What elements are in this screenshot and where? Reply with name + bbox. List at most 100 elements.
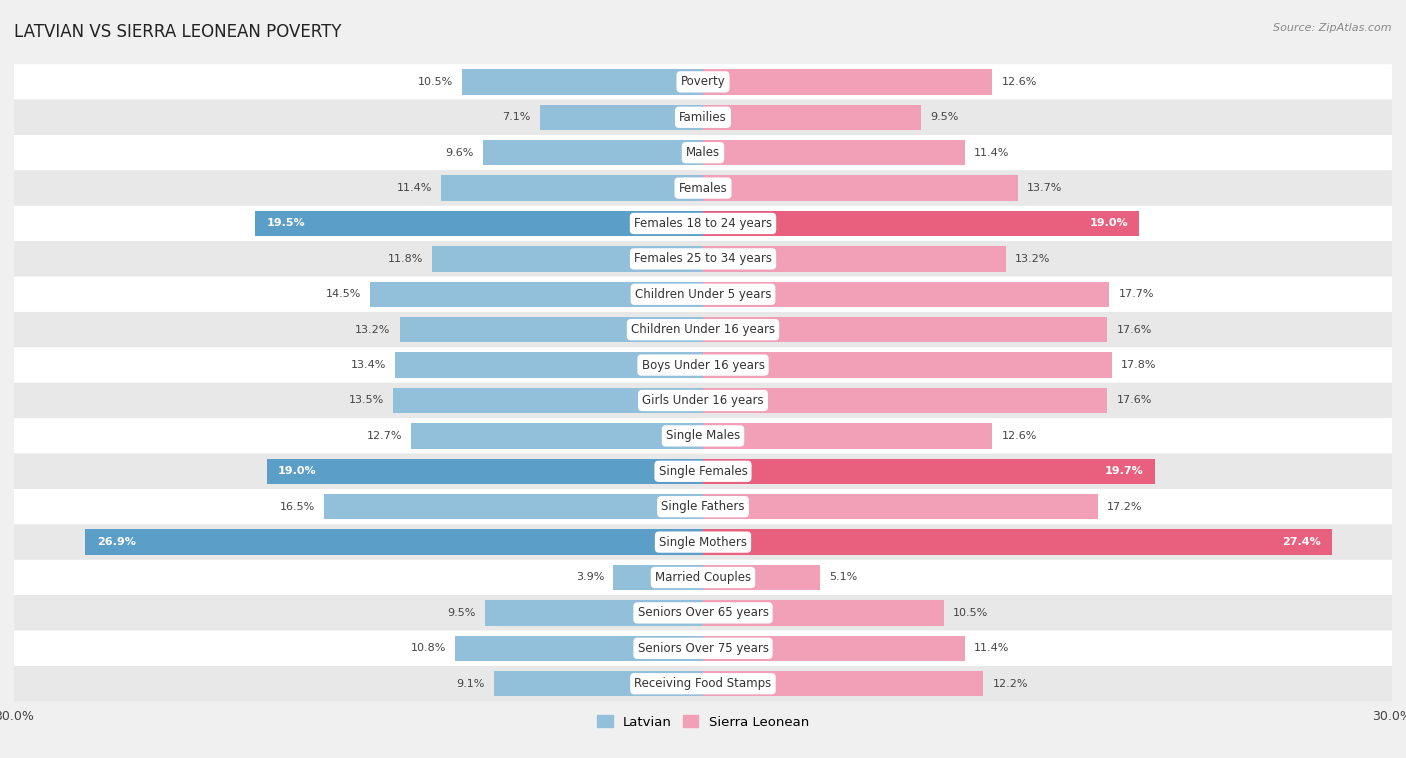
FancyBboxPatch shape	[14, 489, 1392, 525]
Text: 19.7%: 19.7%	[1105, 466, 1144, 476]
FancyBboxPatch shape	[14, 666, 1392, 701]
Text: Children Under 5 years: Children Under 5 years	[634, 288, 772, 301]
Bar	[703, 494, 1098, 519]
Text: 12.6%: 12.6%	[1001, 77, 1036, 87]
Bar	[399, 317, 703, 343]
Text: 11.4%: 11.4%	[396, 183, 432, 193]
Text: Receiving Food Stamps: Receiving Food Stamps	[634, 677, 772, 691]
Bar	[86, 529, 703, 555]
Text: 11.4%: 11.4%	[974, 148, 1010, 158]
Text: Seniors Over 65 years: Seniors Over 65 years	[637, 606, 769, 619]
Bar	[703, 69, 993, 95]
Bar	[540, 105, 703, 130]
FancyBboxPatch shape	[14, 631, 1392, 666]
Bar	[485, 600, 703, 625]
Text: 17.2%: 17.2%	[1107, 502, 1143, 512]
FancyBboxPatch shape	[14, 418, 1392, 453]
Bar	[432, 246, 703, 271]
Text: 5.1%: 5.1%	[830, 572, 858, 582]
Text: 13.7%: 13.7%	[1026, 183, 1062, 193]
Text: 9.1%: 9.1%	[457, 678, 485, 689]
Text: 13.2%: 13.2%	[1015, 254, 1050, 264]
Bar	[703, 671, 983, 697]
Bar	[703, 388, 1107, 413]
Bar	[412, 423, 703, 449]
Text: 11.8%: 11.8%	[388, 254, 423, 264]
Text: 9.5%: 9.5%	[931, 112, 959, 122]
Text: Source: ZipAtlas.com: Source: ZipAtlas.com	[1274, 23, 1392, 33]
Bar	[703, 175, 1018, 201]
Bar	[703, 281, 1109, 307]
Text: 17.6%: 17.6%	[1116, 396, 1152, 406]
Text: Single Mothers: Single Mothers	[659, 536, 747, 549]
FancyBboxPatch shape	[14, 135, 1392, 171]
Bar	[267, 459, 703, 484]
Text: 12.2%: 12.2%	[993, 678, 1028, 689]
Bar	[256, 211, 703, 236]
Text: Seniors Over 75 years: Seniors Over 75 years	[637, 642, 769, 655]
Text: Children Under 16 years: Children Under 16 years	[631, 323, 775, 337]
Bar	[392, 388, 703, 413]
Text: 10.5%: 10.5%	[418, 77, 453, 87]
FancyBboxPatch shape	[14, 453, 1392, 489]
Bar	[482, 140, 703, 165]
Text: Girls Under 16 years: Girls Under 16 years	[643, 394, 763, 407]
Text: Married Couples: Married Couples	[655, 571, 751, 584]
FancyBboxPatch shape	[14, 560, 1392, 595]
Text: Females 25 to 34 years: Females 25 to 34 years	[634, 252, 772, 265]
Text: 17.7%: 17.7%	[1119, 290, 1154, 299]
Text: 12.6%: 12.6%	[1001, 431, 1036, 441]
Text: 19.0%: 19.0%	[278, 466, 316, 476]
Bar	[456, 635, 703, 661]
Text: Females 18 to 24 years: Females 18 to 24 years	[634, 217, 772, 230]
Text: 9.5%: 9.5%	[447, 608, 475, 618]
FancyBboxPatch shape	[14, 241, 1392, 277]
Text: 10.8%: 10.8%	[411, 644, 446, 653]
Text: 16.5%: 16.5%	[280, 502, 315, 512]
Text: 17.6%: 17.6%	[1116, 324, 1152, 335]
FancyBboxPatch shape	[14, 171, 1392, 205]
Bar	[494, 671, 703, 697]
Bar	[703, 529, 1333, 555]
FancyBboxPatch shape	[14, 347, 1392, 383]
Bar	[703, 211, 1139, 236]
Bar	[703, 105, 921, 130]
Text: 13.4%: 13.4%	[350, 360, 387, 370]
Text: 3.9%: 3.9%	[576, 572, 605, 582]
Text: Single Females: Single Females	[658, 465, 748, 478]
Text: 7.1%: 7.1%	[502, 112, 531, 122]
Legend: Latvian, Sierra Leonean: Latvian, Sierra Leonean	[592, 709, 814, 734]
Text: 10.5%: 10.5%	[953, 608, 988, 618]
Text: Poverty: Poverty	[681, 75, 725, 89]
Text: 13.2%: 13.2%	[356, 324, 391, 335]
Bar	[703, 352, 1112, 377]
Text: Single Males: Single Males	[666, 429, 740, 443]
Bar	[703, 459, 1156, 484]
Bar	[370, 281, 703, 307]
Bar	[703, 600, 945, 625]
Bar	[703, 635, 965, 661]
Text: 19.5%: 19.5%	[267, 218, 305, 228]
Bar	[703, 246, 1007, 271]
FancyBboxPatch shape	[14, 383, 1392, 418]
FancyBboxPatch shape	[14, 595, 1392, 631]
Text: Males: Males	[686, 146, 720, 159]
Bar	[461, 69, 703, 95]
Bar	[323, 494, 703, 519]
Bar	[613, 565, 703, 590]
Text: 26.9%: 26.9%	[97, 537, 135, 547]
Text: 17.8%: 17.8%	[1121, 360, 1157, 370]
Text: 12.7%: 12.7%	[367, 431, 402, 441]
Text: Females: Females	[679, 182, 727, 195]
Bar	[703, 140, 965, 165]
Text: LATVIAN VS SIERRA LEONEAN POVERTY: LATVIAN VS SIERRA LEONEAN POVERTY	[14, 23, 342, 41]
FancyBboxPatch shape	[14, 205, 1392, 241]
Text: 19.0%: 19.0%	[1090, 218, 1128, 228]
Text: 11.4%: 11.4%	[974, 644, 1010, 653]
Text: Boys Under 16 years: Boys Under 16 years	[641, 359, 765, 371]
Bar	[703, 423, 993, 449]
Text: Families: Families	[679, 111, 727, 124]
Bar	[441, 175, 703, 201]
FancyBboxPatch shape	[14, 64, 1392, 99]
FancyBboxPatch shape	[14, 99, 1392, 135]
